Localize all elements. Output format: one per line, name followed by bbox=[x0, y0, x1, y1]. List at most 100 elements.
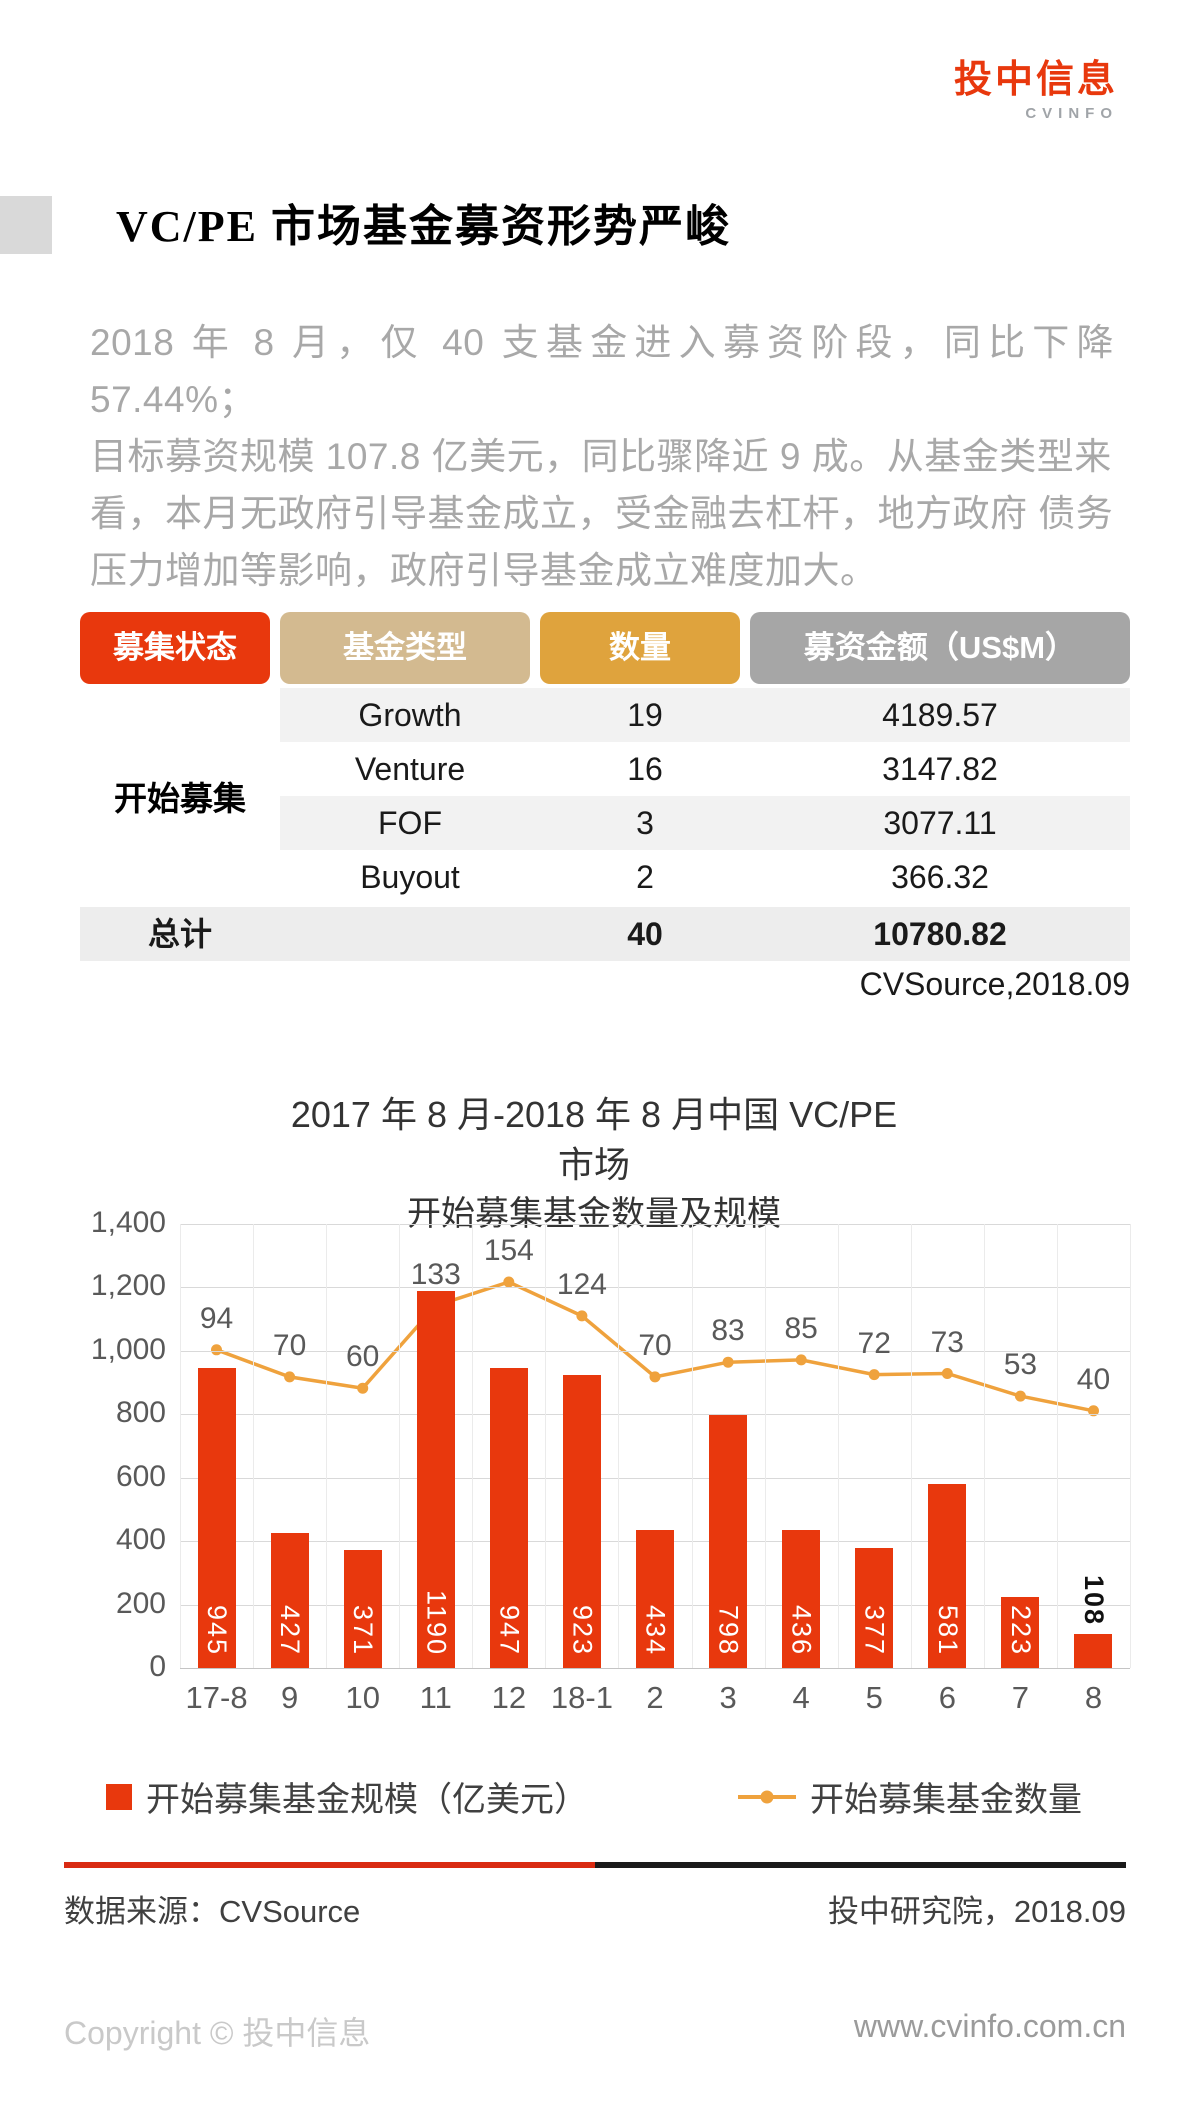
table-source-caption: CVSource,2018.09 bbox=[859, 966, 1130, 1002]
gridline-vertical bbox=[1056, 1224, 1058, 1668]
y-axis-label: 1,400 bbox=[90, 1206, 166, 1239]
bar-value-label: 427 bbox=[275, 1604, 306, 1656]
legend-item-bar: 开始募集基金规模（亿美元） bbox=[106, 1772, 588, 1821]
gridline-vertical bbox=[618, 1224, 620, 1668]
bar-series-swatch-icon bbox=[106, 1783, 132, 1810]
gridline bbox=[180, 1668, 1130, 1669]
brand-name: 投中信息 bbox=[953, 59, 1118, 101]
gridline-vertical bbox=[910, 1224, 912, 1668]
total-label: 总计 bbox=[147, 916, 212, 952]
cell-amount: 3077.11 bbox=[883, 805, 997, 841]
bar-7 bbox=[1001, 1597, 1040, 1668]
x-axis-label: 11 bbox=[419, 1680, 452, 1715]
y-axis-label: 1,200 bbox=[90, 1269, 166, 1303]
gridline-vertical bbox=[326, 1224, 328, 1668]
chart-legend: 开始募集基金规模（亿美元） 开始募集基金数量 bbox=[0, 1772, 1188, 1821]
cell-count: 19 bbox=[627, 697, 663, 733]
copyright-text: Copyright © 投中信息 bbox=[64, 2015, 371, 2051]
summary-paragraph: 2018 年 8 月，仅 40 支基金进入募资阶段，同比下降 57.44%； 目… bbox=[90, 322, 1114, 591]
cell-amount: 366.32 bbox=[891, 859, 989, 895]
line-value-label: 40 bbox=[1076, 1362, 1111, 1396]
chart-title-line-2: 市场 bbox=[557, 1144, 630, 1185]
website-url: www.cvinfo.com.cn bbox=[853, 2008, 1126, 2044]
y-axis-label: 1,000 bbox=[90, 1332, 166, 1366]
cell-count: 3 bbox=[636, 805, 654, 841]
cell-fund-type: Venture bbox=[354, 751, 466, 787]
bar-value-label: 947 bbox=[494, 1604, 525, 1656]
line-value-label: 154 bbox=[483, 1234, 534, 1267]
line-value-label: 94 bbox=[199, 1301, 234, 1335]
bar-value-label: 377 bbox=[859, 1604, 890, 1656]
research-attribution: 投中研究院，2018.09 bbox=[827, 1894, 1126, 1929]
y-axis-label: 800 bbox=[115, 1396, 166, 1430]
gridline-vertical bbox=[764, 1224, 766, 1668]
table-header-row: 募集状态 基金类型 数量 募资金额（US$M） bbox=[80, 612, 1130, 684]
cell-fund-type: FOF bbox=[378, 805, 442, 841]
bar-value-label: 923 bbox=[567, 1604, 598, 1656]
bar-10 bbox=[343, 1550, 382, 1668]
page-title: VC/PE 市场基金募资形势严峻 bbox=[116, 202, 731, 251]
bar-4 bbox=[782, 1529, 821, 1668]
row-cells: Growth 19 4189.57 bbox=[280, 688, 1130, 742]
x-axis-label: 17-8 bbox=[185, 1680, 248, 1715]
x-axis-label: 5 bbox=[865, 1680, 883, 1715]
footer-divider-black-segment bbox=[595, 1862, 1126, 1868]
header-fund-type: 基金类型 bbox=[280, 612, 530, 684]
bar-18-1 bbox=[562, 1375, 601, 1668]
bar-8 bbox=[1074, 1633, 1113, 1668]
table-body: 开始募集 Growth 19 4189.57 Venture 16 3147.8… bbox=[80, 688, 1130, 961]
row-cells: Buyout 2 366.32 bbox=[280, 850, 1130, 904]
line-value-label: 73 bbox=[930, 1325, 964, 1359]
gridline-vertical bbox=[837, 1224, 839, 1668]
header-amount: 募资金额（US$M） bbox=[750, 612, 1130, 684]
y-axis-label: 600 bbox=[115, 1459, 166, 1493]
legend-item-line: 开始募集基金数量 bbox=[738, 1772, 1082, 1821]
title-accent-bar bbox=[0, 196, 52, 254]
bar-value-label: 581 bbox=[932, 1604, 963, 1656]
cell-amount: 3147.82 bbox=[882, 751, 998, 787]
plot-area: 945 427 371 1190 947 923 434 798 436 377 581 223 108… bbox=[180, 1224, 1131, 1669]
footer-divider-red-segment bbox=[64, 1862, 595, 1868]
x-axis-label: 2 bbox=[646, 1680, 664, 1715]
y-axis-label: 0 bbox=[149, 1650, 166, 1683]
gridline-vertical bbox=[180, 1224, 181, 1668]
line-value-label: 133 bbox=[410, 1257, 461, 1291]
table-row-buyout: Buyout 2 366.32 bbox=[80, 850, 1130, 904]
row-cells: FOF 3 3077.11 bbox=[280, 796, 1130, 850]
y-axis-label: 200 bbox=[115, 1586, 166, 1620]
line-value-label: 70 bbox=[272, 1328, 307, 1362]
page-footer: Copyright © 投中信息 www.cvinfo.com.cn bbox=[64, 2008, 1126, 2054]
line-value-label: 53 bbox=[1003, 1348, 1038, 1382]
legend-line-label: 开始募集基金数量 bbox=[810, 1781, 1082, 1819]
x-axis-label: 18-1 bbox=[550, 1680, 613, 1715]
x-axis-label: 6 bbox=[938, 1680, 956, 1715]
line-value-label: 70 bbox=[638, 1328, 672, 1362]
bar-3 bbox=[709, 1414, 748, 1668]
legend-bar-label: 开始募集基金规模（亿美元） bbox=[146, 1781, 588, 1819]
data-source-label: 数据来源：CVSource bbox=[64, 1894, 361, 1929]
cell-fund-type: Buyout bbox=[360, 859, 460, 895]
y-axis: 1,400 1,200 1,000 800 600 400 200 0 bbox=[50, 1206, 166, 1683]
line-value-label: 85 bbox=[784, 1311, 818, 1345]
x-axis-label: 8 bbox=[1084, 1680, 1103, 1715]
table-row-venture: Venture 16 3147.82 bbox=[80, 742, 1130, 796]
bar-value-label: 798 bbox=[713, 1604, 744, 1656]
x-axis-label: 9 bbox=[280, 1680, 299, 1715]
combo-chart: 1,400 1,200 1,000 800 600 400 200 0 945 427 371 11… bbox=[0, 1206, 1188, 1754]
x-axis-label: 4 bbox=[792, 1680, 810, 1715]
cell-amount: 4189.57 bbox=[882, 697, 998, 733]
gridline-vertical bbox=[472, 1224, 474, 1668]
bar-9 bbox=[270, 1532, 309, 1668]
cell-count: 16 bbox=[627, 751, 663, 787]
x-axis-label: 7 bbox=[1011, 1680, 1030, 1715]
line-series bbox=[211, 1276, 1099, 1417]
brand-logo: 投中信息 CVINFO bbox=[953, 59, 1118, 122]
gridline-vertical bbox=[691, 1224, 693, 1668]
line-value-label: 83 bbox=[711, 1314, 745, 1348]
header-fundraising-status: 募集状态 bbox=[80, 612, 270, 684]
table-total-row: 总计 40 10780.82 bbox=[80, 907, 1130, 961]
gridline bbox=[180, 1414, 1130, 1416]
gridline bbox=[180, 1477, 1130, 1479]
chart-title: 2017 年 8 月-2018 年 8 月中国 VC/PE 市场 开始募集基金数… bbox=[0, 1090, 1188, 1236]
